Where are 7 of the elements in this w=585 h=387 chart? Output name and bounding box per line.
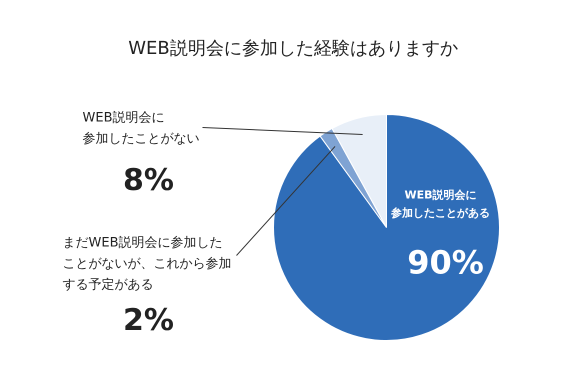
data-label: 8% [123, 163, 174, 198]
slice-label: WEB説明会に参加したことがある [390, 188, 490, 220]
chart-title: WEB説明会に参加した経験はありますか [128, 38, 458, 59]
data-label: 90% [407, 244, 484, 282]
data-label: 2% [123, 303, 174, 338]
slice-label: まだWEB説明会に参加したことがないが、これから参加する予定がある [62, 236, 232, 292]
slice-label: WEB説明会に参加したことがない [82, 110, 200, 146]
